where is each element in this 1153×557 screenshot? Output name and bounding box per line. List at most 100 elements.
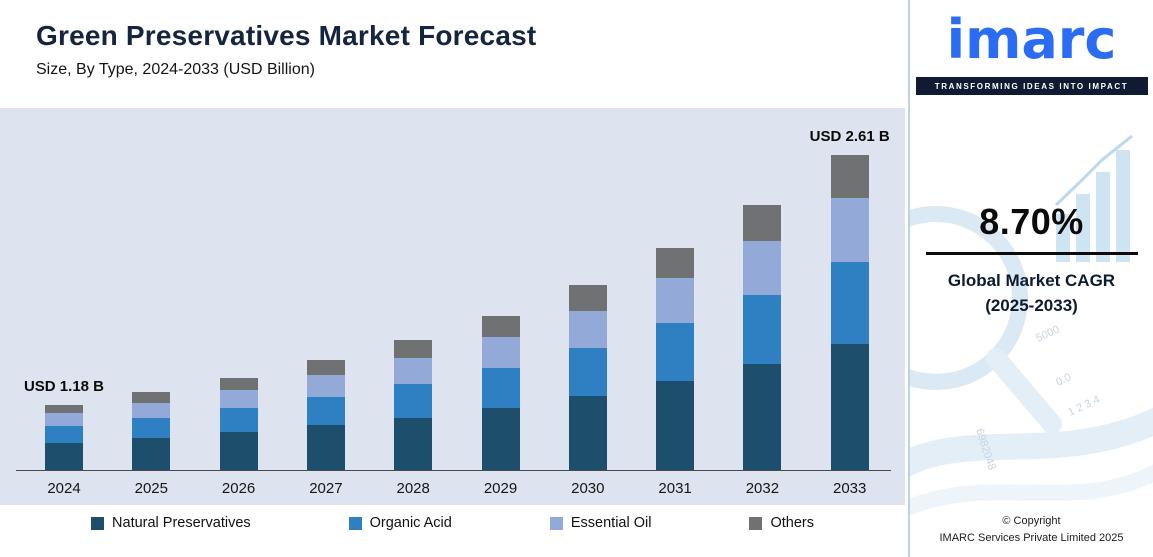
x-tick-2027: 2027: [309, 480, 343, 497]
legend-item-others: Others: [749, 515, 814, 531]
bar-segment-essential-oil: [830, 198, 869, 262]
x-tick-2028: 2028: [396, 480, 430, 497]
cagr-label: Global Market CAGR (2025-2033): [926, 268, 1138, 319]
chart-header: Green Preservatives Market Forecast Size…: [36, 20, 536, 79]
bar-segment-natural-preservatives: [394, 418, 433, 470]
bar-2026: [219, 378, 258, 470]
bar-segment-natural-preservatives: [219, 432, 258, 470]
magnifier-icon: [910, 206, 1028, 390]
bar-2024: [45, 405, 83, 470]
x-tick-2031: 2031: [658, 480, 692, 497]
bar-segment-essential-oil: [45, 413, 83, 426]
legend-swatch-essential-oil: [549, 516, 563, 530]
sidebar-content: imarc TRANSFORMING IDEAS INTO IMPACT 8.7…: [910, 0, 1153, 557]
swoosh-curve-2: [910, 464, 1153, 516]
legend-item-essential-oil: Essential Oil: [549, 515, 652, 531]
legend-item-organic-acid: Organic Acid: [348, 515, 452, 531]
chart-section: Green Preservatives Market Forecast Size…: [0, 20, 905, 531]
cagr-block: 8.70% Global Market CAGR (2025-2033): [925, 200, 1138, 319]
bar-segment-essential-oil: [306, 375, 345, 397]
legend-label-organic-acid: Organic Acid: [369, 515, 452, 531]
imarc-tagline: TRANSFORMING IDEAS INTO IMPACT: [915, 76, 1148, 95]
bar-segment-organic-acid: [481, 368, 520, 408]
bar-segment-natural-preservatives: [132, 438, 171, 470]
bar-segment-organic-acid: [743, 295, 782, 364]
page-subtitle: Size, By Type, 2024-2033 (USD Billion): [36, 61, 315, 78]
copyright-line2: IMARC Services Private Limited 2025: [939, 531, 1124, 544]
bar-2031: [656, 248, 695, 470]
bar-segment-organic-acid: [132, 418, 171, 438]
bar-segment-others: [830, 155, 869, 198]
bar-segment-others: [568, 285, 607, 311]
bar-segment-organic-acid: [830, 262, 869, 344]
bar-segment-natural-preservatives: [45, 443, 83, 470]
bar-2030: [568, 285, 607, 470]
swoosh-curve: [910, 407, 1153, 477]
bar-segment-organic-acid: [219, 408, 258, 432]
bar-segment-natural-preservatives: [306, 425, 345, 470]
x-tick-2024: 2024: [47, 480, 81, 497]
legend-swatch-natural-preservatives: [91, 516, 105, 530]
x-tick-2025: 2025: [134, 480, 168, 497]
bar-segment-others: [743, 205, 782, 241]
bar-2033: [830, 155, 869, 470]
x-tick-2032: 2032: [745, 480, 780, 497]
annotation-2033: USD 2.61 B: [809, 128, 890, 145]
copyright: © Copyright IMARC Services Private Limit…: [939, 513, 1123, 547]
legend-item-natural-preservatives: Natural Preservatives: [91, 515, 251, 531]
bar-segment-essential-oil: [132, 403, 171, 418]
brand-sidebar: 5000 0.0 1 2 3 4 6982048 imarc TRANSFORM…: [908, 0, 1153, 557]
copyright-line1: © Copyright: [1002, 514, 1061, 527]
bar-segment-essential-oil: [568, 311, 607, 348]
x-tick-2026: 2026: [221, 480, 256, 497]
bar-2032: [743, 205, 782, 470]
mini-bar-chart-icon: [1056, 150, 1130, 262]
bar-segment-essential-oil: [394, 358, 433, 384]
legend-label-others: Others: [770, 515, 814, 531]
x-axis-line: [16, 470, 891, 471]
bar-segment-natural-preservatives: [743, 364, 782, 470]
bar-segment-natural-preservatives: [481, 408, 520, 470]
bar-segment-essential-oil: [743, 241, 782, 295]
bar-segment-organic-acid: [568, 348, 607, 396]
sidebar-decoration: 5000 0.0 1 2 3 4 6982048: [910, 134, 1153, 516]
watermark-number: 0.0: [1054, 371, 1073, 388]
bar-segment-others: [306, 360, 345, 375]
bar-segment-essential-oil: [219, 390, 258, 408]
bar-segment-others: [656, 248, 695, 278]
bar-segment-organic-acid: [45, 426, 83, 443]
bar-segment-organic-acid: [394, 384, 433, 418]
cagr-value: 8.70%: [979, 200, 1084, 242]
legend-label-natural-preservatives: Natural Preservatives: [112, 515, 251, 531]
bar-segment-others: [219, 378, 258, 390]
bar-segment-others: [394, 340, 433, 358]
plot-area: 2024 2025 2026 2027 2028 2029 2030 2031 2032 2033…: [0, 108, 905, 505]
magnifier-handle: [986, 348, 1062, 434]
bar-segment-others: [481, 316, 520, 337]
chart-panel: 2024 2025 2026 2027 2028 2029 2030 2031 2032 2033…: [0, 108, 905, 505]
bar-segment-others: [45, 405, 83, 413]
bar-2027: [306, 360, 345, 470]
bar-segment-natural-preservatives: [568, 396, 607, 470]
x-tick-2029: 2029: [483, 480, 518, 497]
legend-label-essential-oil: Essential Oil: [570, 515, 652, 531]
annotation-2024: USD 1.18 B: [23, 378, 105, 395]
bar-segment-others: [132, 392, 171, 403]
legend-swatch-others: [749, 516, 763, 530]
imarc-logo: imarc: [946, 8, 1117, 71]
cagr-label-line1: Global Market CAGR: [947, 270, 1116, 290]
bar-segment-natural-preservatives: [656, 381, 695, 470]
mini-line-chart-icon: [1054, 134, 1133, 207]
x-tick-2033: 2033: [833, 480, 867, 497]
bar-segment-organic-acid: [306, 397, 345, 425]
legend-swatch-organic-acid: [348, 516, 362, 530]
bar-segment-essential-oil: [656, 278, 695, 323]
cagr-label-line2: (2025-2033): [985, 296, 1078, 316]
chart-legend: Natural Preservatives Organic Acid Essenti…: [0, 515, 905, 531]
bar-2029: [481, 316, 520, 470]
x-tick-2030: 2030: [571, 480, 605, 497]
bar-segment-natural-preservatives: [830, 344, 869, 470]
page-title: Green Preservatives Market Forecast: [36, 20, 537, 51]
bar-segment-essential-oil: [481, 337, 520, 368]
